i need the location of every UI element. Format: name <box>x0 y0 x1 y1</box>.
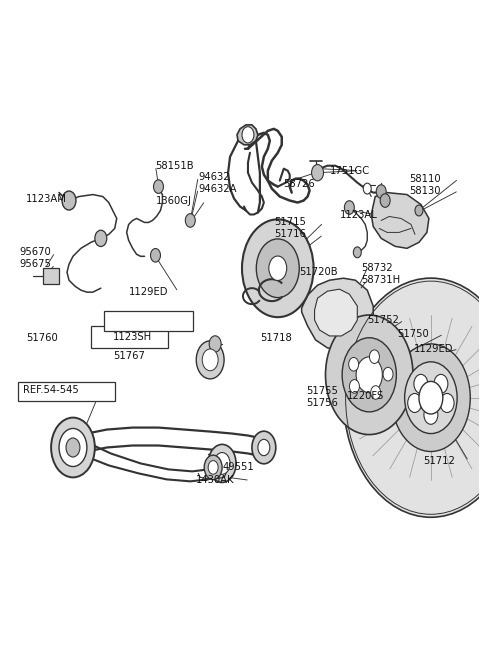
Polygon shape <box>237 125 258 145</box>
Text: 51752: 51752 <box>367 315 399 325</box>
Circle shape <box>185 214 195 227</box>
Text: REF.54-545: REF.54-545 <box>23 384 79 395</box>
Circle shape <box>208 460 218 474</box>
Circle shape <box>258 440 270 456</box>
Text: 1360GJ: 1360GJ <box>156 196 192 206</box>
Text: 1123AL: 1123AL <box>339 210 377 221</box>
Circle shape <box>59 428 87 466</box>
Text: 94632: 94632 <box>198 172 230 181</box>
Circle shape <box>342 338 396 412</box>
Text: 51720B: 51720B <box>300 267 338 277</box>
Circle shape <box>405 362 457 434</box>
Circle shape <box>269 256 287 280</box>
Text: 94632A: 94632A <box>198 183 237 194</box>
Circle shape <box>62 191 76 210</box>
Circle shape <box>202 349 218 371</box>
Circle shape <box>51 418 95 477</box>
Circle shape <box>380 194 390 208</box>
Text: 51718: 51718 <box>260 333 292 343</box>
Circle shape <box>353 247 361 258</box>
FancyBboxPatch shape <box>18 383 115 401</box>
Circle shape <box>424 405 438 424</box>
Circle shape <box>408 394 421 413</box>
Circle shape <box>343 278 480 517</box>
Circle shape <box>325 315 413 434</box>
Circle shape <box>363 183 371 194</box>
Circle shape <box>242 219 313 317</box>
FancyBboxPatch shape <box>104 310 193 331</box>
Polygon shape <box>301 278 373 350</box>
Circle shape <box>344 200 354 214</box>
Text: 51760: 51760 <box>26 333 58 343</box>
Circle shape <box>370 350 379 364</box>
Text: 51755: 51755 <box>307 386 338 396</box>
Circle shape <box>415 205 423 216</box>
Polygon shape <box>43 269 59 284</box>
Text: 51715: 51715 <box>274 217 306 227</box>
Polygon shape <box>371 193 429 248</box>
Circle shape <box>256 239 299 297</box>
Circle shape <box>376 185 386 198</box>
Text: 51756: 51756 <box>307 398 338 407</box>
Circle shape <box>419 381 443 414</box>
Text: 58726: 58726 <box>283 179 314 189</box>
Text: 1123AM: 1123AM <box>26 193 67 204</box>
Circle shape <box>66 438 80 457</box>
Circle shape <box>208 444 236 483</box>
Text: 58110: 58110 <box>409 174 441 183</box>
Circle shape <box>356 357 383 393</box>
Circle shape <box>349 380 360 393</box>
Circle shape <box>348 358 359 371</box>
Text: 58130: 58130 <box>409 185 441 196</box>
Text: 58151B: 58151B <box>156 160 194 171</box>
Circle shape <box>440 394 454 413</box>
Circle shape <box>312 164 324 181</box>
Circle shape <box>434 375 448 394</box>
Circle shape <box>151 248 160 262</box>
Text: 58731H: 58731H <box>361 275 400 285</box>
Polygon shape <box>314 289 357 336</box>
Circle shape <box>371 386 381 400</box>
Text: 1430AK: 1430AK <box>196 476 235 485</box>
Text: 51712: 51712 <box>423 457 455 466</box>
Circle shape <box>95 230 107 246</box>
Text: 51716: 51716 <box>274 229 306 239</box>
Text: 1129ED: 1129ED <box>414 344 454 354</box>
Text: 1220FS: 1220FS <box>348 391 384 401</box>
Text: 1123SH: 1123SH <box>113 332 152 342</box>
Circle shape <box>414 375 428 394</box>
Circle shape <box>154 180 164 193</box>
Circle shape <box>252 431 276 464</box>
Text: 49551: 49551 <box>222 462 254 472</box>
Text: 95670: 95670 <box>19 248 51 257</box>
Circle shape <box>209 336 221 352</box>
Circle shape <box>214 453 230 474</box>
Circle shape <box>242 126 254 143</box>
Circle shape <box>383 367 393 381</box>
Circle shape <box>392 344 470 451</box>
Circle shape <box>204 455 222 479</box>
FancyBboxPatch shape <box>91 326 168 348</box>
Text: 1751GC: 1751GC <box>329 166 370 176</box>
Circle shape <box>196 341 224 379</box>
Text: 58732: 58732 <box>361 263 393 273</box>
Text: 51767: 51767 <box>113 351 144 361</box>
Text: 1129ED: 1129ED <box>129 287 168 297</box>
Text: 51750: 51750 <box>397 329 429 339</box>
Text: 95675: 95675 <box>19 259 51 269</box>
